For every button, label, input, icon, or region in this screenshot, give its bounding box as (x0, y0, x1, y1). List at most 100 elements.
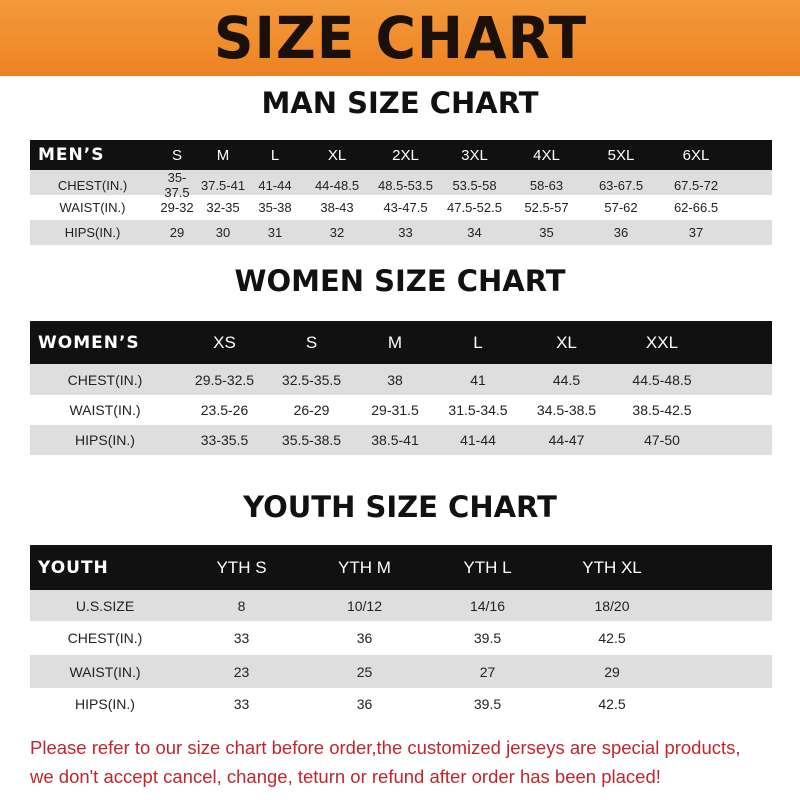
table-cell: 35 (539, 225, 554, 240)
table-cell: 67.5-72 (673, 177, 719, 193)
size-header: L (473, 332, 483, 352)
table-title-cell: WOMEN’S (38, 332, 140, 353)
disclaimer-line-1: Please refer to our size chart before or… (30, 737, 741, 758)
table-cell: 36 (356, 695, 373, 712)
table-cell: 57-62 (604, 200, 638, 215)
table-cell: 44.5 (552, 371, 581, 388)
size-header: 3XL (461, 146, 488, 164)
table-cell: 36 (613, 225, 629, 240)
table-cell: 42.5 (598, 630, 626, 646)
table-cell: 35-37.5 (164, 170, 190, 200)
table-cell: 53.5-58 (452, 177, 497, 193)
table-cell: 33 (233, 630, 250, 646)
table-cell: 35.5-38.5 (281, 432, 342, 448)
table-cell: 8 (237, 597, 246, 614)
table-cell: 10/12 (346, 597, 383, 614)
table-row: U.S.SIZE 8 10/12 14/16 18/20 (30, 590, 772, 621)
table-row: HIPS(IN.) 29 30 31 32 33 34 35 36 37 (30, 220, 772, 245)
table-cell: 33 (233, 695, 250, 712)
table-row: HIPS(IN.) 33-35.5 35.5-38.5 38.5-41 41-44 44-… (30, 425, 772, 455)
table-title-cell: MEN’S (38, 145, 105, 165)
table-cell: 37.5-41 (200, 177, 246, 193)
table-header-row: MEN’S S M L XL 2XL 3XL 4XL 5XL 6XL (30, 140, 772, 170)
table-cell: 26-29 (293, 402, 330, 418)
table-cell: 29 (604, 663, 620, 680)
table-cell: 58-63 (529, 177, 564, 193)
table-cell: 47-50 (644, 432, 680, 448)
table-row: CHEST(IN.) 33 36 39.5 42.5 (30, 621, 772, 655)
table-cell: 29 (169, 225, 185, 240)
men-title: MAN SIZE CHART (261, 86, 539, 120)
table-cell: 30 (215, 225, 231, 240)
row-label: HIPS(IN.) (64, 225, 121, 240)
women-title: WOMEN SIZE CHART (234, 264, 566, 298)
table-row: CHEST(IN.) 35-37.5 37.5-41 41-44 44-48.5 48.5… (30, 170, 772, 200)
row-label: WAIST(IN.) (69, 663, 141, 680)
size-header: XS (213, 332, 236, 352)
table-cell: 48.5-53.5 (378, 177, 433, 193)
table-cell: 43-47.5 (383, 200, 428, 215)
size-header: YTH M (338, 557, 391, 577)
table-cell: 33-35.5 (200, 432, 249, 448)
table-cell: 52.5-57 (524, 200, 569, 215)
table-cell: 41-44 (460, 432, 496, 448)
table-cell: 23.5-26 (200, 402, 249, 418)
table-cell: 37 (688, 225, 704, 240)
size-header: 6XL (682, 146, 710, 164)
table-cell: 44-47 (548, 432, 585, 448)
table-row: HIPS(IN.) 33 36 39.5 42.5 (30, 688, 772, 719)
row-label: WAIST(IN.) (69, 402, 141, 418)
table-cell: 38.5-42.5 (632, 402, 692, 418)
table-cell: 31 (267, 225, 283, 240)
table-row: WAIST(IN.) 29-32 32-35 35-38 38-43 43-47.5 47.… (30, 195, 772, 220)
table-cell: 34 (467, 225, 482, 240)
row-label: HIPS(IN.) (75, 432, 135, 448)
women-table: WOMEN’S XS S M L XL XXL CHEST(IN.) 29.5-32.5 32.5… (30, 321, 772, 455)
table-cell: 34.5-38.5 (536, 402, 597, 418)
table-cell: 29.5-32.5 (194, 371, 255, 388)
table-cell: 33 (398, 225, 413, 240)
table-cell: 27 (479, 663, 496, 680)
disclaimer-line-2: we don't accept cancel, change, teturn o… (30, 766, 661, 787)
table-cell: 29-31.5 (371, 402, 419, 418)
table-cell: 25 (356, 663, 373, 680)
youth-title: YOUTH SIZE CHART (243, 490, 557, 524)
banner-title: SIZE CHART (213, 4, 587, 72)
table-row: WAIST(IN.) 23.5-26 26-29 29-31.5 31.5-34.5 34… (30, 395, 772, 425)
size-header: S (171, 146, 182, 164)
table-cell: 14/16 (469, 597, 506, 614)
size-header: L (270, 146, 280, 164)
row-label: CHEST(IN.) (67, 371, 143, 388)
table-cell: 38 (387, 371, 403, 388)
row-label: CHEST(IN.) (67, 630, 143, 646)
table-row: WAIST(IN.) 23 25 27 29 (30, 655, 772, 688)
table-cell: 32.5-35.5 (281, 371, 342, 388)
size-header: 4XL (533, 146, 560, 164)
table-header-row: YOUTH YTH S YTH M YTH L YTH XL (30, 545, 772, 590)
size-header: S (305, 332, 318, 352)
table-cell: 35-38 (258, 200, 292, 215)
row-label: U.S.SIZE (75, 597, 135, 614)
table-cell: 47.5-52.5 (447, 200, 502, 215)
table-cell: 42.5 (598, 695, 626, 712)
table-cell: 32 (329, 225, 345, 240)
table-cell: 39.5 (473, 630, 502, 646)
table-title-cell: YOUTH (38, 557, 109, 578)
table-cell: 44-48.5 (314, 177, 360, 193)
table-cell: 18/20 (594, 597, 630, 614)
table-header-row: WOMEN’S XS S M L XL XXL (30, 321, 772, 364)
table-cell: 39.5 (473, 695, 502, 712)
table-cell: 23 (233, 663, 250, 680)
size-header: YTH L (463, 557, 512, 577)
row-label: CHEST(IN.) (57, 177, 128, 193)
row-label: HIPS(IN.) (75, 695, 135, 712)
size-header: M (387, 332, 403, 352)
youth-table: YOUTH YTH S YTH M YTH L YTH XL U.S.SIZE 8 10/12… (30, 545, 772, 719)
size-header: YTH S (216, 557, 267, 577)
size-header: YTH XL (582, 557, 642, 577)
table-cell: 41-44 (258, 177, 292, 193)
table-cell: 32-35 (206, 200, 240, 215)
table-cell: 63-67.5 (598, 177, 644, 193)
table-cell: 38-43 (320, 200, 354, 215)
size-header: 5XL (607, 146, 635, 164)
